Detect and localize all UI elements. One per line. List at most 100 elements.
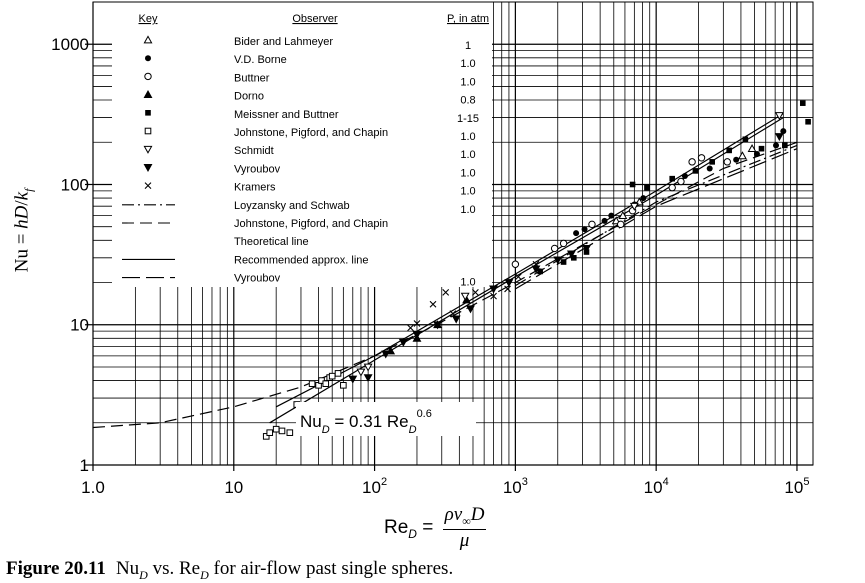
legend-pressure: 1.0 <box>460 131 475 143</box>
legend-observer: Theoretical line <box>234 236 309 248</box>
data-point-circle-filled <box>573 230 580 237</box>
legend-observer: Vyroubov <box>234 273 281 285</box>
data-point-square-open <box>266 429 274 436</box>
y-tick-label: 100 <box>61 175 89 194</box>
legend-header-observer: Observer <box>292 13 338 25</box>
x-tick-label: 103 <box>503 476 528 497</box>
data-point-triangle-down-filled <box>412 331 422 340</box>
data-point-circle-filled <box>681 172 688 179</box>
legend-marker-square-open <box>144 127 152 135</box>
data-point-square-filled <box>629 181 636 188</box>
x-axis-label: ReD = ρv∞D μ <box>384 504 487 551</box>
legend-marker-triangle-down-open <box>143 145 153 154</box>
data-point-triangle-down-filled <box>504 279 514 288</box>
legend-pressure: 0.8 <box>460 95 475 107</box>
data-points <box>262 100 811 440</box>
y-tick-label: 1 <box>80 456 89 475</box>
legend-pressure: 1.0 <box>460 186 475 198</box>
data-point-square-filled <box>805 118 811 125</box>
legend-header-key: Key <box>139 13 158 25</box>
data-point-circle-filled <box>773 142 780 149</box>
data-point-square-open <box>286 429 294 436</box>
data-point-circle-filled <box>640 195 647 202</box>
data-point-circle-filled <box>608 212 615 219</box>
data-point-square-filled <box>726 147 732 154</box>
legend-observer: Johnstone, Pigford, and Chapin <box>234 218 388 230</box>
data-point-cross <box>490 292 497 300</box>
legend-observer: V.D. Borne <box>234 54 287 66</box>
legend-observer: Schmidt <box>234 145 274 157</box>
caption-label: Figure 20.11 <box>6 558 106 579</box>
data-point-triangle-down-open <box>629 202 639 211</box>
data-point-triangle-down-filled <box>553 256 563 265</box>
x-tick-label: 10 <box>224 478 243 497</box>
data-point-triangle-down-filled <box>381 350 391 359</box>
legend-observer: Kramers <box>234 182 276 194</box>
data-point-triangle-down-filled <box>398 338 408 347</box>
legend-header-pressure: P, in atm <box>447 13 489 25</box>
legend-observer: Buttner <box>234 72 270 84</box>
data-point-square-open <box>328 372 336 380</box>
data-point-square-open <box>278 427 286 435</box>
data-point-square-filled <box>742 136 749 143</box>
data-point-triangle-down-filled <box>582 245 591 254</box>
legend-pressure: 1.0 <box>460 167 475 179</box>
x-tick-label: 105 <box>784 476 809 497</box>
legend-background <box>112 2 492 287</box>
legend-observer: Vyroubov <box>234 163 281 175</box>
data-point-triangle-open <box>737 151 747 160</box>
data-point-square-filled <box>570 255 577 261</box>
y-tick-label: 10 <box>70 316 89 335</box>
data-point-square-open <box>334 370 342 377</box>
data-point-circle-open <box>723 158 731 166</box>
data-point-circle-open <box>677 177 685 186</box>
data-point-square-filled <box>799 100 806 106</box>
data-point-cross <box>532 260 540 268</box>
legend: Key Observer P, in atm Bider and Lahmeyer 1 V… <box>122 13 489 289</box>
data-point-square-filled <box>560 259 567 265</box>
y-axis-ticks: 1 10 100 1000 <box>51 35 93 475</box>
data-point-square-filled <box>537 268 543 275</box>
x-tick-label: 1.0 <box>81 478 105 497</box>
annotation-background <box>296 402 476 436</box>
data-point-square-filled <box>692 168 699 174</box>
x-tick-label: 104 <box>644 476 669 497</box>
legend-observer: Dorno <box>234 91 264 103</box>
data-point-triangle-down-filled <box>348 375 358 384</box>
legend-marker-triangle-filled <box>143 89 153 98</box>
fit-line-solid <box>269 117 784 424</box>
legend-marker-square-filled <box>145 110 151 116</box>
data-point-triangle-down-filled <box>466 305 475 314</box>
legend-pressure: 1.0 <box>460 277 475 289</box>
data-point-cross <box>449 310 457 318</box>
data-point-circle-filled <box>581 226 588 233</box>
data-point-cross <box>413 320 421 327</box>
data-point-circle-open <box>559 239 568 248</box>
legend-pressure: 1 <box>465 40 471 52</box>
data-point-circle-open <box>697 154 706 162</box>
x-axis-ticks: 1.0 10 102 103 104 105 <box>81 465 809 497</box>
plot-frame <box>92 1 814 466</box>
data-point-square-filled <box>709 159 715 165</box>
data-point-square-open <box>340 382 347 389</box>
legend-pressure: 1-15 <box>457 113 479 125</box>
data-point-triangle-open <box>618 210 628 219</box>
data-point-cross <box>407 324 414 332</box>
data-point-triangle-down-filled <box>489 285 499 294</box>
x-tick-label: 102 <box>362 476 387 497</box>
data-point-cross <box>472 289 479 296</box>
equation-annotation: NuD = 0.31 ReD0.6 <box>296 402 476 436</box>
legend-marker-cross <box>144 182 152 189</box>
data-point-square-open <box>262 433 270 440</box>
data-point-triangle-open <box>747 144 757 153</box>
data-point-square-filled <box>782 142 788 149</box>
data-point-circle-open <box>668 183 676 192</box>
data-point-cross <box>514 273 522 281</box>
data-point-circle-open <box>688 158 696 166</box>
data-point-triangle-down-open <box>356 368 366 377</box>
legend-marker-circle-open <box>144 72 152 81</box>
legend-observer: Loyzansky and Schwab <box>234 200 350 212</box>
data-point-circle-filled <box>780 128 787 135</box>
data-point-square-filled <box>644 184 650 191</box>
legend-marker-circle-filled <box>145 55 151 62</box>
